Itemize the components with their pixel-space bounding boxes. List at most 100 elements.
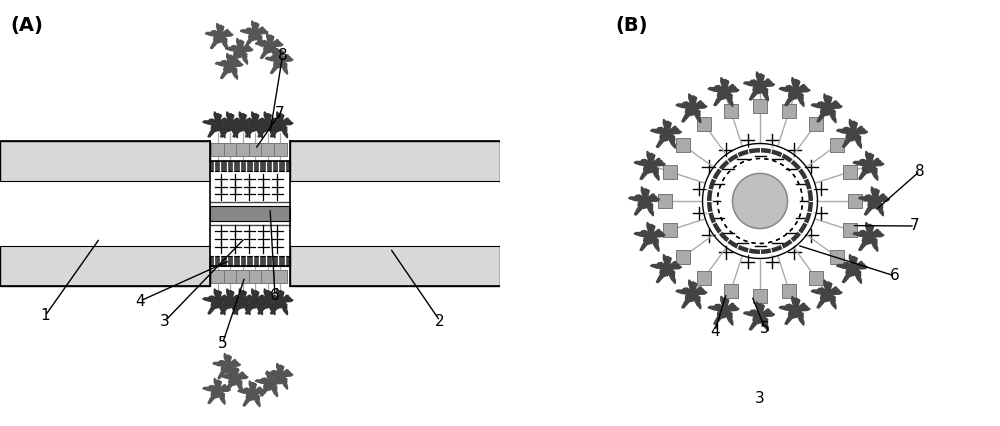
Polygon shape <box>650 254 682 284</box>
Polygon shape <box>779 296 810 325</box>
Bar <box>290 141 500 285</box>
Polygon shape <box>236 270 249 283</box>
Polygon shape <box>853 222 884 251</box>
Bar <box>210 161 290 265</box>
Polygon shape <box>224 143 237 156</box>
Polygon shape <box>211 270 224 283</box>
Polygon shape <box>634 151 665 181</box>
Polygon shape <box>215 112 243 138</box>
Polygon shape <box>676 280 707 309</box>
Polygon shape <box>663 164 677 178</box>
Polygon shape <box>265 112 293 138</box>
Polygon shape <box>859 187 890 216</box>
Text: 1: 1 <box>40 308 50 323</box>
Text: 8: 8 <box>915 164 925 178</box>
Polygon shape <box>265 363 293 389</box>
Text: 5: 5 <box>760 321 770 336</box>
Polygon shape <box>676 250 690 264</box>
Polygon shape <box>240 112 268 138</box>
Polygon shape <box>708 296 739 325</box>
Bar <box>210 161 290 170</box>
Text: 4: 4 <box>135 294 145 308</box>
Text: 6: 6 <box>890 268 900 283</box>
Polygon shape <box>843 164 857 178</box>
Polygon shape <box>634 222 665 251</box>
Polygon shape <box>650 119 682 148</box>
Polygon shape <box>220 366 248 392</box>
Polygon shape <box>779 78 810 106</box>
Text: 3: 3 <box>755 391 765 406</box>
Polygon shape <box>837 119 868 148</box>
Text: 7: 7 <box>910 219 920 233</box>
Bar <box>290 181 500 245</box>
Polygon shape <box>753 289 767 303</box>
Polygon shape <box>811 280 842 309</box>
Circle shape <box>712 153 808 250</box>
Polygon shape <box>744 72 775 101</box>
Polygon shape <box>215 289 243 315</box>
Polygon shape <box>261 270 274 283</box>
Polygon shape <box>753 99 767 113</box>
Polygon shape <box>697 271 711 285</box>
Text: 2: 2 <box>435 314 445 328</box>
Polygon shape <box>782 104 796 118</box>
Polygon shape <box>249 143 262 156</box>
Bar <box>210 256 290 265</box>
Text: 3: 3 <box>160 314 170 328</box>
Polygon shape <box>255 371 283 397</box>
Polygon shape <box>744 302 775 331</box>
Polygon shape <box>205 23 233 49</box>
Text: 7: 7 <box>275 106 285 121</box>
Polygon shape <box>240 21 268 47</box>
Bar <box>210 205 290 221</box>
Text: 5: 5 <box>218 336 227 351</box>
Polygon shape <box>249 270 262 283</box>
Polygon shape <box>228 289 256 315</box>
Polygon shape <box>853 151 884 181</box>
Polygon shape <box>676 94 707 123</box>
Polygon shape <box>658 194 672 208</box>
Polygon shape <box>843 223 857 237</box>
Polygon shape <box>238 381 266 407</box>
Polygon shape <box>848 194 862 208</box>
Circle shape <box>732 173 788 228</box>
Polygon shape <box>203 112 231 138</box>
Polygon shape <box>203 378 231 404</box>
Polygon shape <box>213 353 241 380</box>
Polygon shape <box>224 270 237 283</box>
Polygon shape <box>782 284 796 298</box>
Polygon shape <box>676 138 690 152</box>
Circle shape <box>732 173 788 228</box>
Polygon shape <box>236 143 249 156</box>
Polygon shape <box>255 33 283 59</box>
Polygon shape <box>663 223 677 237</box>
Bar <box>0 141 210 285</box>
Polygon shape <box>211 143 224 156</box>
Polygon shape <box>225 38 253 64</box>
Polygon shape <box>265 289 293 315</box>
Polygon shape <box>809 271 823 285</box>
Polygon shape <box>809 117 823 131</box>
Text: 6: 6 <box>270 288 280 303</box>
Polygon shape <box>265 48 293 75</box>
Text: 4: 4 <box>710 323 720 339</box>
Polygon shape <box>261 143 274 156</box>
Polygon shape <box>708 78 739 106</box>
Polygon shape <box>724 104 738 118</box>
Polygon shape <box>629 187 660 216</box>
Polygon shape <box>253 289 281 315</box>
Polygon shape <box>811 94 842 123</box>
Polygon shape <box>274 143 287 156</box>
Polygon shape <box>240 289 268 315</box>
Polygon shape <box>830 138 844 152</box>
Circle shape <box>630 71 890 331</box>
Text: 8: 8 <box>278 49 287 63</box>
Bar <box>0 181 210 245</box>
Polygon shape <box>253 112 281 138</box>
Text: (A): (A) <box>10 16 43 35</box>
Polygon shape <box>274 270 287 283</box>
Polygon shape <box>724 284 738 298</box>
Polygon shape <box>697 117 711 131</box>
Polygon shape <box>830 250 844 264</box>
Polygon shape <box>837 254 868 284</box>
